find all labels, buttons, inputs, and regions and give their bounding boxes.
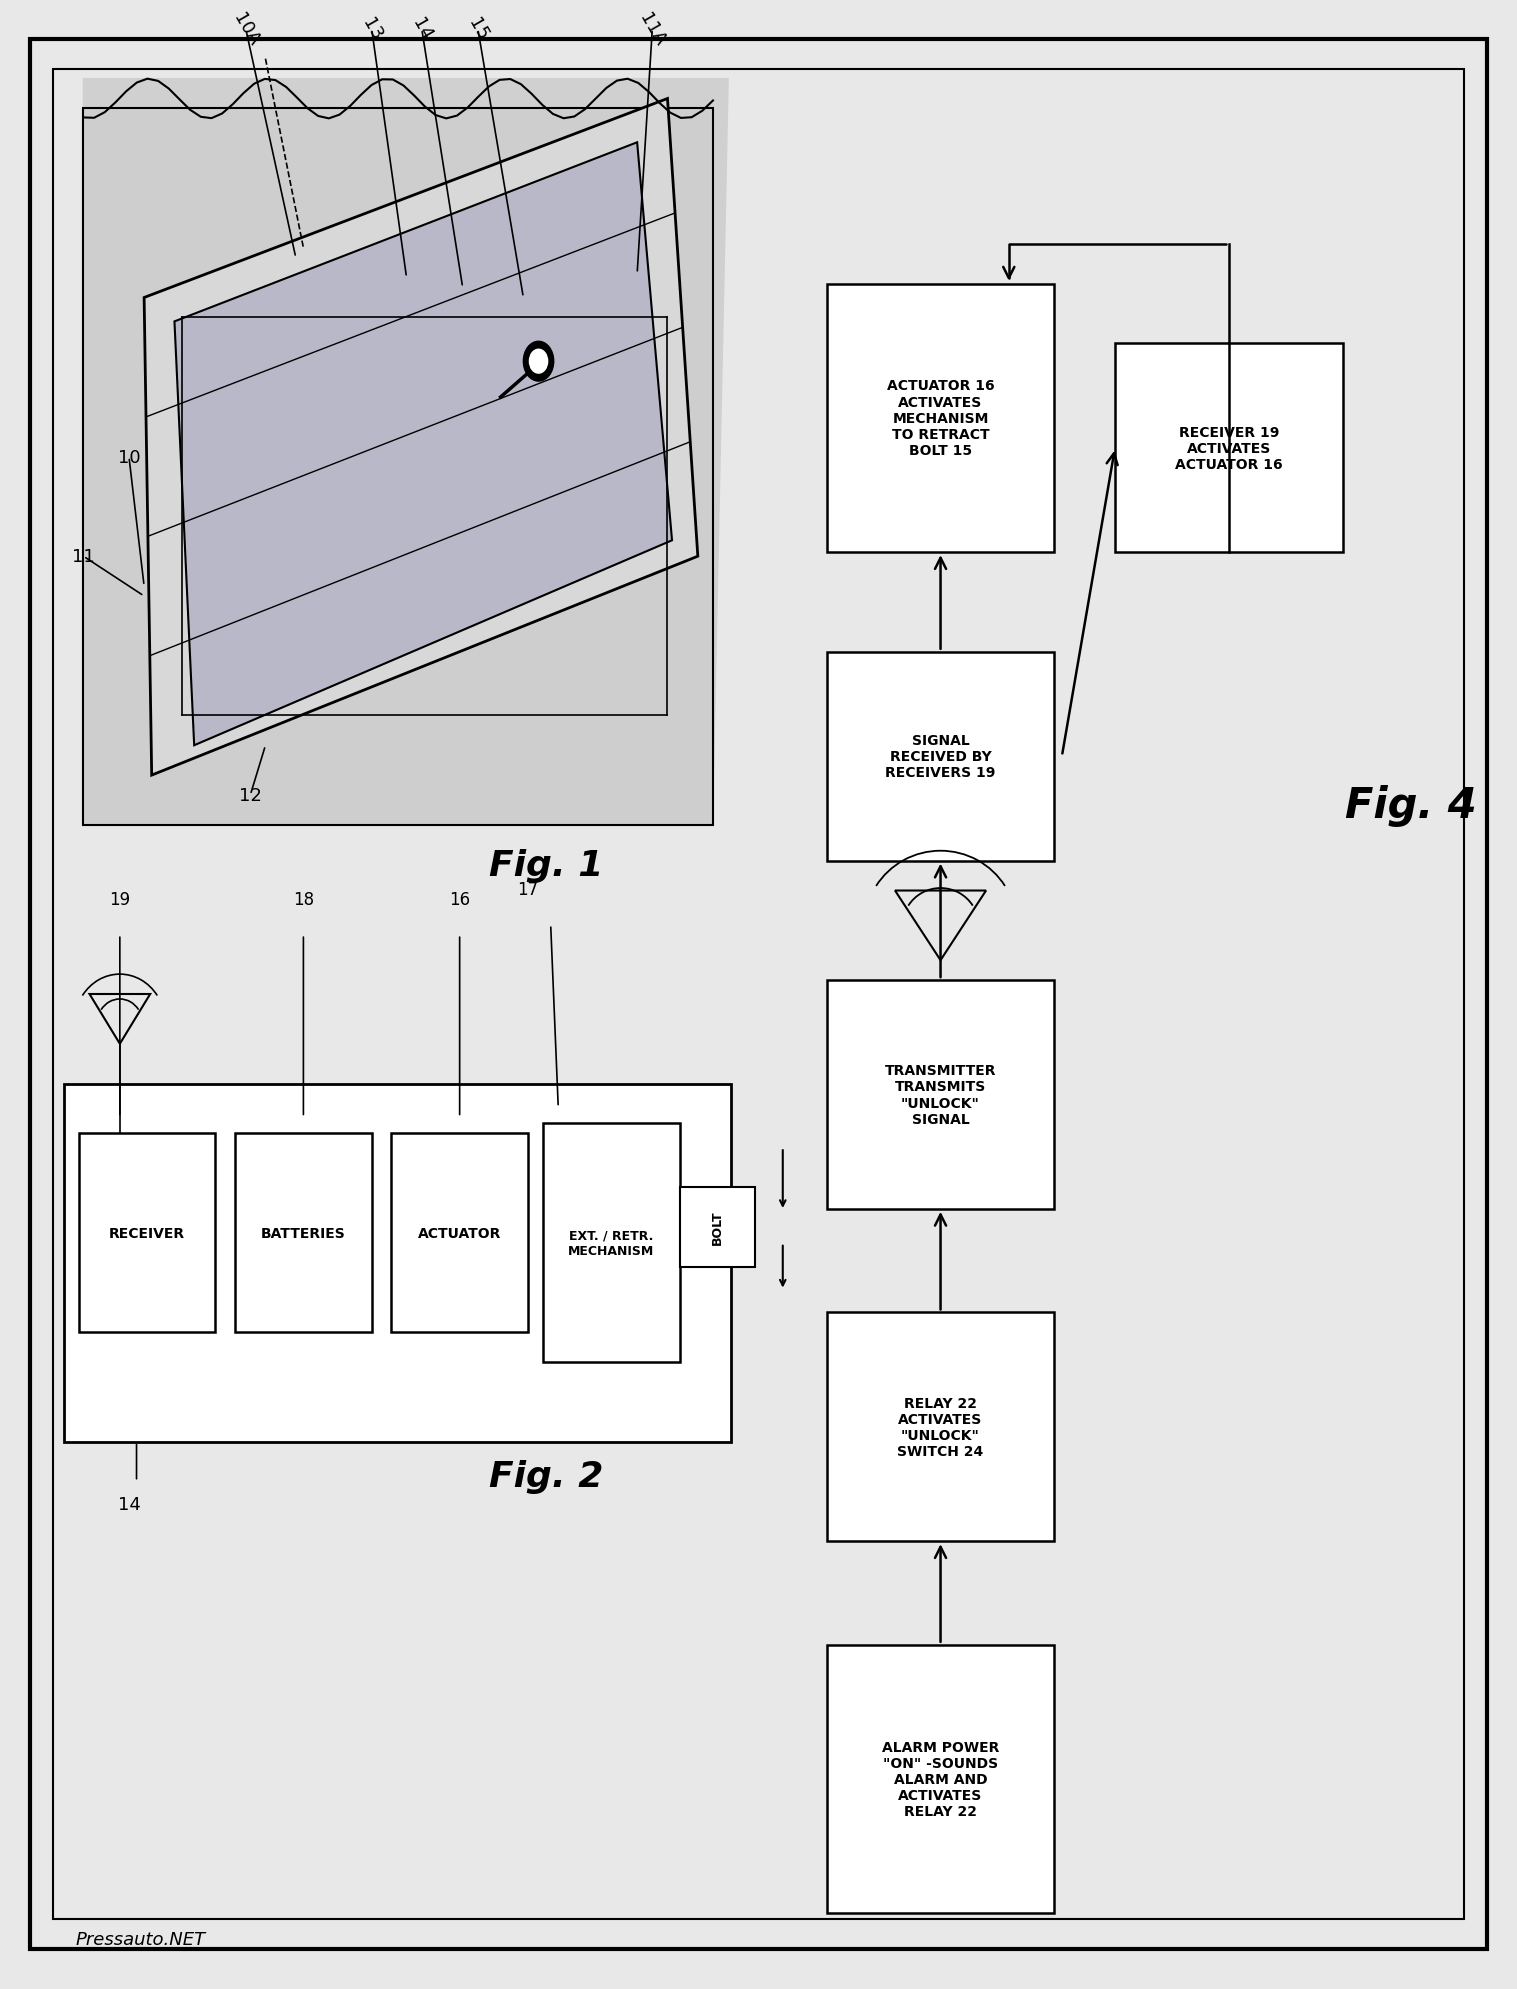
Text: Fig. 1: Fig. 1: [488, 847, 604, 883]
Polygon shape: [174, 143, 672, 746]
Text: 14: 14: [408, 16, 435, 44]
Text: 13: 13: [358, 16, 385, 44]
Text: RELAY 22
ACTIVATES
"UNLOCK"
SWITCH 24: RELAY 22 ACTIVATES "UNLOCK" SWITCH 24: [898, 1396, 983, 1458]
Text: BOLT: BOLT: [711, 1209, 724, 1245]
Text: 17: 17: [517, 881, 539, 899]
Text: 14: 14: [117, 1496, 141, 1514]
Circle shape: [529, 350, 548, 374]
Text: ALARM POWER
"ON" -SOUNDS
ALARM AND
ACTIVATES
RELAY 22: ALARM POWER "ON" -SOUNDS ALARM AND ACTIV…: [881, 1740, 1000, 1818]
Polygon shape: [83, 80, 728, 825]
FancyBboxPatch shape: [827, 652, 1054, 861]
FancyBboxPatch shape: [680, 1187, 755, 1267]
Text: Fig. 2: Fig. 2: [488, 1458, 604, 1494]
Polygon shape: [144, 99, 698, 776]
FancyBboxPatch shape: [79, 1134, 215, 1333]
Text: Fig. 4: Fig. 4: [1346, 784, 1476, 827]
FancyBboxPatch shape: [827, 1313, 1054, 1541]
Text: 12: 12: [238, 786, 262, 806]
Text: 15: 15: [464, 16, 492, 44]
Text: ACTUATOR: ACTUATOR: [419, 1225, 501, 1241]
FancyBboxPatch shape: [391, 1134, 528, 1333]
FancyBboxPatch shape: [543, 1124, 680, 1362]
Text: Pressauto.NET: Pressauto.NET: [76, 1929, 206, 1949]
Text: BATTERIES: BATTERIES: [261, 1225, 346, 1241]
FancyBboxPatch shape: [827, 981, 1054, 1209]
FancyBboxPatch shape: [64, 1084, 731, 1442]
Text: 19: 19: [109, 891, 130, 909]
Bar: [83, 109, 713, 825]
Text: 11: 11: [73, 547, 94, 567]
Text: 18: 18: [293, 891, 314, 909]
Circle shape: [523, 342, 554, 382]
FancyBboxPatch shape: [827, 1645, 1054, 1913]
Text: RECEIVER 19
ACTIVATES
ACTUATOR 16: RECEIVER 19 ACTIVATES ACTUATOR 16: [1176, 426, 1282, 471]
FancyBboxPatch shape: [1115, 344, 1343, 553]
Text: TRANSMITTER
TRANSMITS
"UNLOCK"
SIGNAL: TRANSMITTER TRANSMITS "UNLOCK" SIGNAL: [884, 1064, 997, 1126]
Text: EXT. / RETR.
MECHANISM: EXT. / RETR. MECHANISM: [569, 1229, 654, 1257]
FancyBboxPatch shape: [235, 1134, 372, 1333]
Text: SIGNAL
RECEIVED BY
RECEIVERS 19: SIGNAL RECEIVED BY RECEIVERS 19: [886, 734, 995, 780]
Text: 16: 16: [449, 891, 470, 909]
Text: 10A: 10A: [229, 10, 262, 50]
Text: 10: 10: [118, 448, 140, 467]
Text: RECEIVER: RECEIVER: [109, 1225, 185, 1241]
Text: 11A: 11A: [636, 10, 669, 50]
Text: ACTUATOR 16
ACTIVATES
MECHANISM
TO RETRACT
BOLT 15: ACTUATOR 16 ACTIVATES MECHANISM TO RETRA…: [887, 380, 994, 457]
FancyBboxPatch shape: [827, 284, 1054, 553]
